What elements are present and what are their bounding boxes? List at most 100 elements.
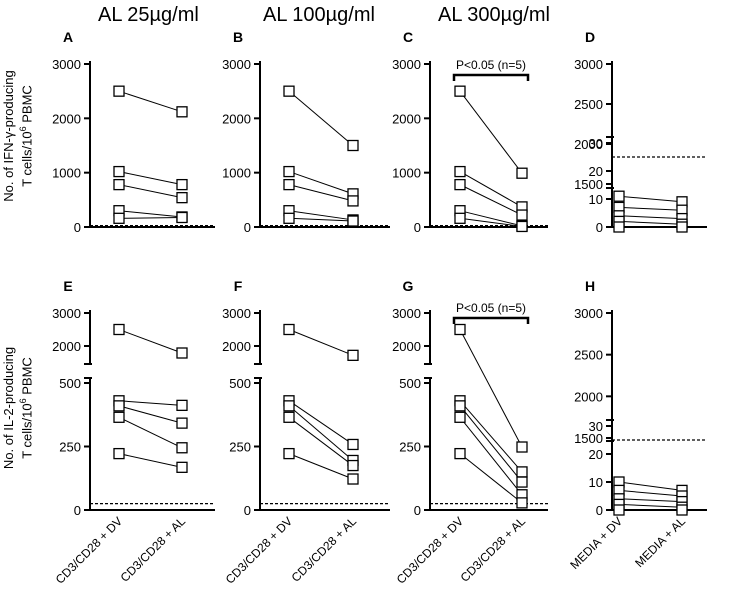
panel-g-significance-bracket	[452, 316, 530, 324]
panel-g-letter: G	[403, 278, 414, 294]
panel-d-y-tick-label: 0	[596, 220, 603, 235]
panel-b-series-5-line	[288, 217, 354, 222]
panel-a-y-tick-label: 2000	[52, 111, 81, 126]
panel-f-y-tick-label: 3000	[222, 306, 251, 321]
panel-a-y-tick-label: 0	[74, 220, 81, 235]
panel-g-y-tick-label: 3000	[392, 306, 421, 321]
panel-f-y-tick-label: 500	[229, 376, 251, 391]
panel-a-series-3-point-dv	[113, 178, 125, 191]
panel-d-y-tick-label: 30	[589, 136, 603, 151]
panel-d-letter: D	[585, 29, 595, 45]
panel-g-series-1-point-dv	[454, 323, 466, 336]
panel-a-series-5-point-dv	[113, 212, 125, 224]
panel-a-series-3-point-al	[176, 192, 188, 204]
column-header-al25: AL 25µg/ml	[98, 4, 199, 26]
panel-d-y-tick-label: 10	[589, 192, 603, 207]
panel-d-y-tick-label: 1500	[574, 177, 603, 192]
panel-e-series-4-point-al	[176, 442, 188, 454]
panel-b-series-1-line	[288, 90, 354, 146]
panel-c-series-2-point-dv	[454, 165, 466, 178]
panel-c-significance-bracket	[452, 73, 530, 81]
panel-h-series-3-line	[618, 498, 683, 503]
panel-d-series-3-line	[618, 215, 683, 220]
panel-c-letter: C	[403, 29, 413, 45]
panel-b-y-tick-label: 2000	[222, 111, 251, 126]
panel-a-series-1-point-dv	[113, 85, 125, 97]
panel-f-letter: F	[234, 278, 243, 294]
panel-f-series-3-point-dv	[283, 400, 295, 412]
panel-c-series-5-line	[459, 217, 523, 227]
panel-h-series-1-line	[618, 481, 683, 491]
panel-c-series-5-point-al	[516, 220, 528, 233]
panel-c-series-1-point-dv	[454, 85, 466, 97]
panel-d-series-4-line	[618, 220, 683, 225]
panel-h-series-5-point-al	[676, 504, 688, 516]
panel-c-series-4-line	[459, 210, 523, 227]
panel-b-y-tick-label: 3000	[222, 57, 251, 72]
panel-c-significance-label: P<0.05 (n=5)	[456, 58, 526, 72]
panel-e-y-tick-label: 2000	[52, 339, 81, 354]
panel-b-series-2-line	[288, 171, 354, 195]
panel-c-series-5-point-dv	[454, 212, 466, 224]
column-header-al300: AL 300µg/ml	[438, 4, 550, 26]
panel-h-y-tick-label: 2500	[574, 348, 603, 363]
panel-b-letter: B	[233, 29, 243, 45]
panel-e-series-2-point-al	[176, 399, 188, 412]
panel-d-y-tick-label: 3000	[574, 57, 603, 72]
panel-h-y-tick-label: 30	[589, 419, 603, 434]
panel-b-series-3-point-dv	[283, 178, 295, 191]
panel-b-series-4-line	[288, 210, 354, 221]
panel-f-series-1-line	[288, 329, 354, 356]
column-header-al100: AL 100µg/ml	[263, 4, 375, 26]
panel-h-x-tick-label: MEDIA + AL	[632, 514, 688, 570]
panel-g-series-3-line	[459, 405, 523, 483]
panel-h-series-4-line	[618, 503, 683, 508]
panel-e-series-5-point-al	[176, 461, 188, 473]
panel-a-series-5-point-al	[176, 211, 188, 224]
panel-c-series-3-point-al	[516, 209, 528, 221]
panel-g-series-3-point-dv	[454, 400, 466, 412]
panel-a-letter: A	[63, 29, 73, 45]
panel-e-series-3-point-al	[176, 417, 188, 429]
panel-g-series-2-line	[459, 400, 523, 473]
panel-b-series-1-point-al	[347, 139, 359, 152]
panel-a-series-1-line	[118, 90, 183, 113]
panel-g-series-5-point-dv	[454, 447, 466, 460]
panel-g-series-4-line	[459, 416, 523, 496]
panel-a-series-2-point-al	[176, 178, 188, 191]
panel-b-y-tick-label: 1000	[222, 166, 251, 181]
panel-c-y-tick-label: 1000	[392, 166, 421, 181]
panel-g-series-5-point-al	[516, 497, 528, 509]
panel-f-series-5-line	[288, 453, 354, 480]
panel-e-series-1-line	[118, 329, 183, 354]
panel-e-x-tick-label: CD3/CD28 + DV	[53, 514, 125, 586]
panel-b-series-2-point-dv	[283, 165, 295, 178]
panel-f-x-tick-label: CD3/CD28 + DV	[223, 514, 295, 586]
panel-e-x-tick-label: CD3/CD28 + AL	[118, 514, 189, 585]
panel-h-series-5-point-dv	[613, 504, 625, 516]
panel-f-series-1-point-al	[347, 349, 359, 361]
panel-c-series-1-line	[459, 90, 523, 174]
panel-d-y-tick-label: 2000	[574, 137, 603, 152]
panel-d-series-1-line	[618, 195, 683, 203]
panel-d-series-2-line	[618, 206, 683, 211]
panel-g-y-tick-label: 250	[399, 440, 421, 455]
panel-f-series-4-point-al	[347, 459, 359, 472]
panel-f-y-tick-label: 2000	[222, 339, 251, 354]
panel-a-series-2-line	[118, 171, 183, 186]
panel-e-letter: E	[63, 278, 72, 294]
panel-h-y-tick-label: 0	[596, 503, 603, 518]
panel-g-series-1-point-al	[516, 441, 528, 453]
panel-f-series-2-line	[288, 400, 354, 445]
panel-b-series-3-line	[288, 184, 354, 202]
panel-g-y-tick-label: 500	[399, 376, 421, 391]
panel-g-y-tick-label: 0	[414, 503, 421, 518]
panel-a-series-5-line	[118, 216, 183, 219]
panel-g-y-tick-label: 2000	[392, 339, 421, 354]
panel-e-y-tick-label: 250	[59, 440, 81, 455]
panel-g-x-tick-label: CD3/CD28 + DV	[394, 514, 466, 586]
panel-e-series-3-line	[118, 405, 183, 424]
panel-a-y-tick-label: 1000	[52, 166, 81, 181]
panel-h-y-tick-label: 3000	[574, 306, 603, 321]
